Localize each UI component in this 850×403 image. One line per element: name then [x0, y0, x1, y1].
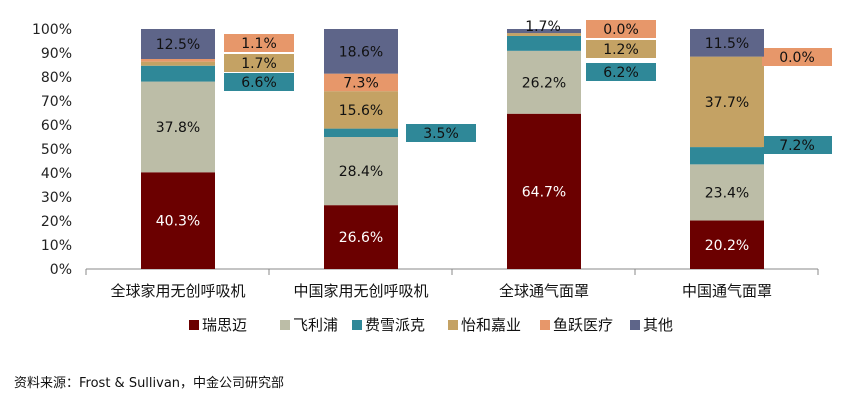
data-label-box [224, 54, 294, 72]
y-tick-label: 50% [41, 142, 72, 158]
data-label: 15.6% [339, 103, 383, 119]
data-label: 1.7% [241, 56, 277, 72]
source-note: 资料来源：Frost & Sullivan，中金公司研究部 [14, 376, 285, 391]
y-tick-label: 40% [41, 166, 72, 182]
data-label-box [224, 73, 294, 91]
y-tick-label: 90% [41, 46, 72, 62]
data-label: 26.2% [522, 75, 566, 91]
data-label: 1.1% [241, 36, 277, 52]
bar-segment [141, 61, 215, 66]
data-label-box [762, 48, 832, 66]
legend-swatch [352, 320, 362, 330]
y-tick-label: 70% [41, 94, 72, 110]
y-tick-label: 30% [41, 190, 72, 206]
data-label: 6.2% [603, 65, 639, 81]
data-label-box [406, 124, 476, 142]
legend-swatch [630, 320, 640, 330]
data-label: 0.0% [779, 50, 815, 66]
data-label-box [224, 34, 294, 52]
bar-segment [690, 147, 764, 165]
legend-swatch [540, 320, 550, 330]
data-label: 7.2% [779, 138, 815, 154]
x-category-label: 全球通气面罩 [499, 282, 589, 300]
y-tick-label: 20% [41, 214, 72, 230]
data-label-box [762, 136, 832, 154]
data-label: 18.6% [339, 44, 383, 60]
legend-label: 飞利浦 [293, 316, 338, 334]
y-tick-label: 80% [41, 70, 72, 86]
data-label: 64.7% [522, 184, 566, 200]
bar-segment [324, 137, 398, 206]
y-tick-label: 60% [41, 118, 72, 134]
legend-label: 鱼跃医疗 [553, 316, 613, 334]
legend-label: 怡和嘉业 [461, 316, 521, 334]
data-label: 26.6% [339, 230, 383, 246]
data-label: 23.4% [705, 185, 749, 201]
bar-segment [690, 164, 764, 221]
x-category-label: 中国家用无创呼吸机 [293, 282, 428, 300]
data-label: 1.2% [603, 42, 639, 58]
data-label: 28.4% [339, 164, 383, 180]
y-tick-label: 10% [41, 238, 72, 254]
bar-segment [507, 29, 581, 34]
data-label: 11.5% [705, 36, 749, 52]
bar-segment [507, 50, 581, 114]
bar-segment [324, 91, 398, 129]
data-label: 37.7% [705, 95, 749, 111]
bar-segment [690, 220, 764, 269]
data-label: 12.5% [156, 37, 200, 53]
legend-swatch [448, 320, 458, 330]
legend-label: 其他 [643, 316, 673, 334]
bar-segment [690, 56, 764, 148]
data-label: 7.3% [343, 75, 379, 91]
bar-segment [324, 205, 398, 269]
bar-segment [324, 73, 398, 92]
data-label-box [586, 40, 656, 58]
bar-segment [324, 29, 398, 74]
y-tick-label: 0% [50, 262, 72, 278]
y-tick-label: 100% [32, 22, 72, 38]
legend-swatch [280, 320, 290, 330]
data-label: 3.5% [423, 126, 459, 142]
legend-label: 费雪派克 [365, 316, 425, 334]
bar-segment [324, 128, 398, 137]
data-label: 6.6% [241, 75, 277, 91]
x-category-label: 全球家用无创呼吸机 [110, 282, 245, 300]
bar-segment [141, 29, 215, 59]
bar-segment [507, 33, 581, 36]
data-label-box [586, 20, 656, 38]
x-category-label: 中国通气面罩 [682, 282, 772, 300]
data-label: 40.3% [156, 214, 200, 230]
data-label: 20.2% [705, 238, 749, 254]
bar-segment [141, 172, 215, 269]
data-label: 37.8% [156, 120, 200, 136]
bar-segment [141, 65, 215, 82]
bar-segment [507, 35, 581, 51]
bar-segment [507, 113, 581, 269]
legend-swatch [189, 320, 199, 330]
data-label: 0.0% [603, 22, 639, 38]
bar-segment [141, 59, 215, 62]
legend-label: 瑞思迈 [202, 316, 247, 334]
bar-segment [690, 29, 764, 57]
bar-segment [141, 81, 215, 173]
data-label-box [586, 63, 656, 81]
data-label: 1.7% [525, 19, 561, 35]
